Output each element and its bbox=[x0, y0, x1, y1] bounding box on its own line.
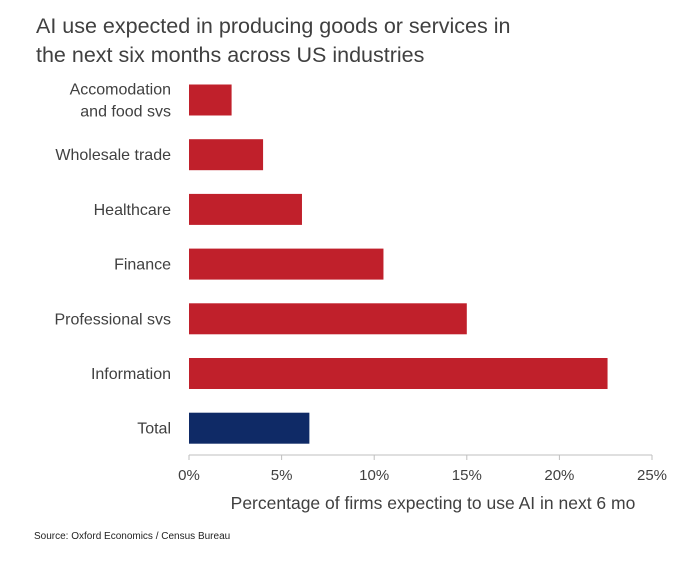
bar-2 bbox=[189, 193, 302, 225]
category-label-1: Wholesale trade bbox=[55, 147, 171, 164]
chart-title: AI use expected in producing goods or se… bbox=[36, 12, 656, 70]
bar-4 bbox=[189, 303, 467, 335]
category-label-line: Wholesale trade bbox=[55, 147, 171, 164]
category-label-line: Total bbox=[137, 421, 171, 438]
bar-6 bbox=[189, 412, 310, 444]
x-ticks-group: 0% 5% 10% 15% 20% 25% bbox=[178, 455, 667, 484]
category-label-line: Accomodation bbox=[70, 82, 171, 99]
bar-3 bbox=[189, 248, 384, 280]
category-label-line: Information bbox=[91, 366, 171, 383]
chart-title-line-2: the next six months across US industries bbox=[36, 43, 425, 67]
category-label-line: Professional svs bbox=[55, 311, 172, 328]
x-tick-label-2: 10% bbox=[359, 467, 389, 484]
category-label-0: Accomodation and food svs bbox=[70, 82, 171, 121]
category-label-3: Finance bbox=[114, 257, 171, 274]
category-label-4: Professional svs bbox=[55, 311, 172, 328]
bar-1 bbox=[189, 139, 264, 171]
x-tick-label-1: 5% bbox=[271, 467, 293, 484]
bar-5 bbox=[189, 358, 608, 389]
category-label-6: Total bbox=[137, 421, 171, 438]
x-tick-label-4: 20% bbox=[544, 467, 574, 484]
source-note: Source: Oxford Economics / Census Bureau bbox=[34, 531, 231, 542]
category-labels-group: Accomodation and food svs Wholesale trade H… bbox=[55, 82, 172, 438]
category-label-line: Healthcare bbox=[94, 202, 171, 219]
category-label-5: Information bbox=[91, 366, 171, 383]
category-label-2: Healthcare bbox=[94, 202, 171, 219]
chart-title-line-1: AI use expected in producing goods or se… bbox=[36, 14, 511, 38]
x-tick-label-5: 25% bbox=[637, 467, 667, 484]
bar-chart: Accomodation and food svs Wholesale trade H… bbox=[55, 82, 668, 514]
x-tick-label-3: 15% bbox=[452, 467, 482, 484]
category-label-line: Finance bbox=[114, 257, 171, 274]
bars-group bbox=[189, 84, 608, 444]
category-label-line: and food svs bbox=[80, 104, 171, 121]
x-tick-label-0: 0% bbox=[178, 467, 200, 484]
x-axis-label: Percentage of firms expecting to use AI … bbox=[231, 493, 636, 513]
bar-0 bbox=[189, 84, 232, 116]
